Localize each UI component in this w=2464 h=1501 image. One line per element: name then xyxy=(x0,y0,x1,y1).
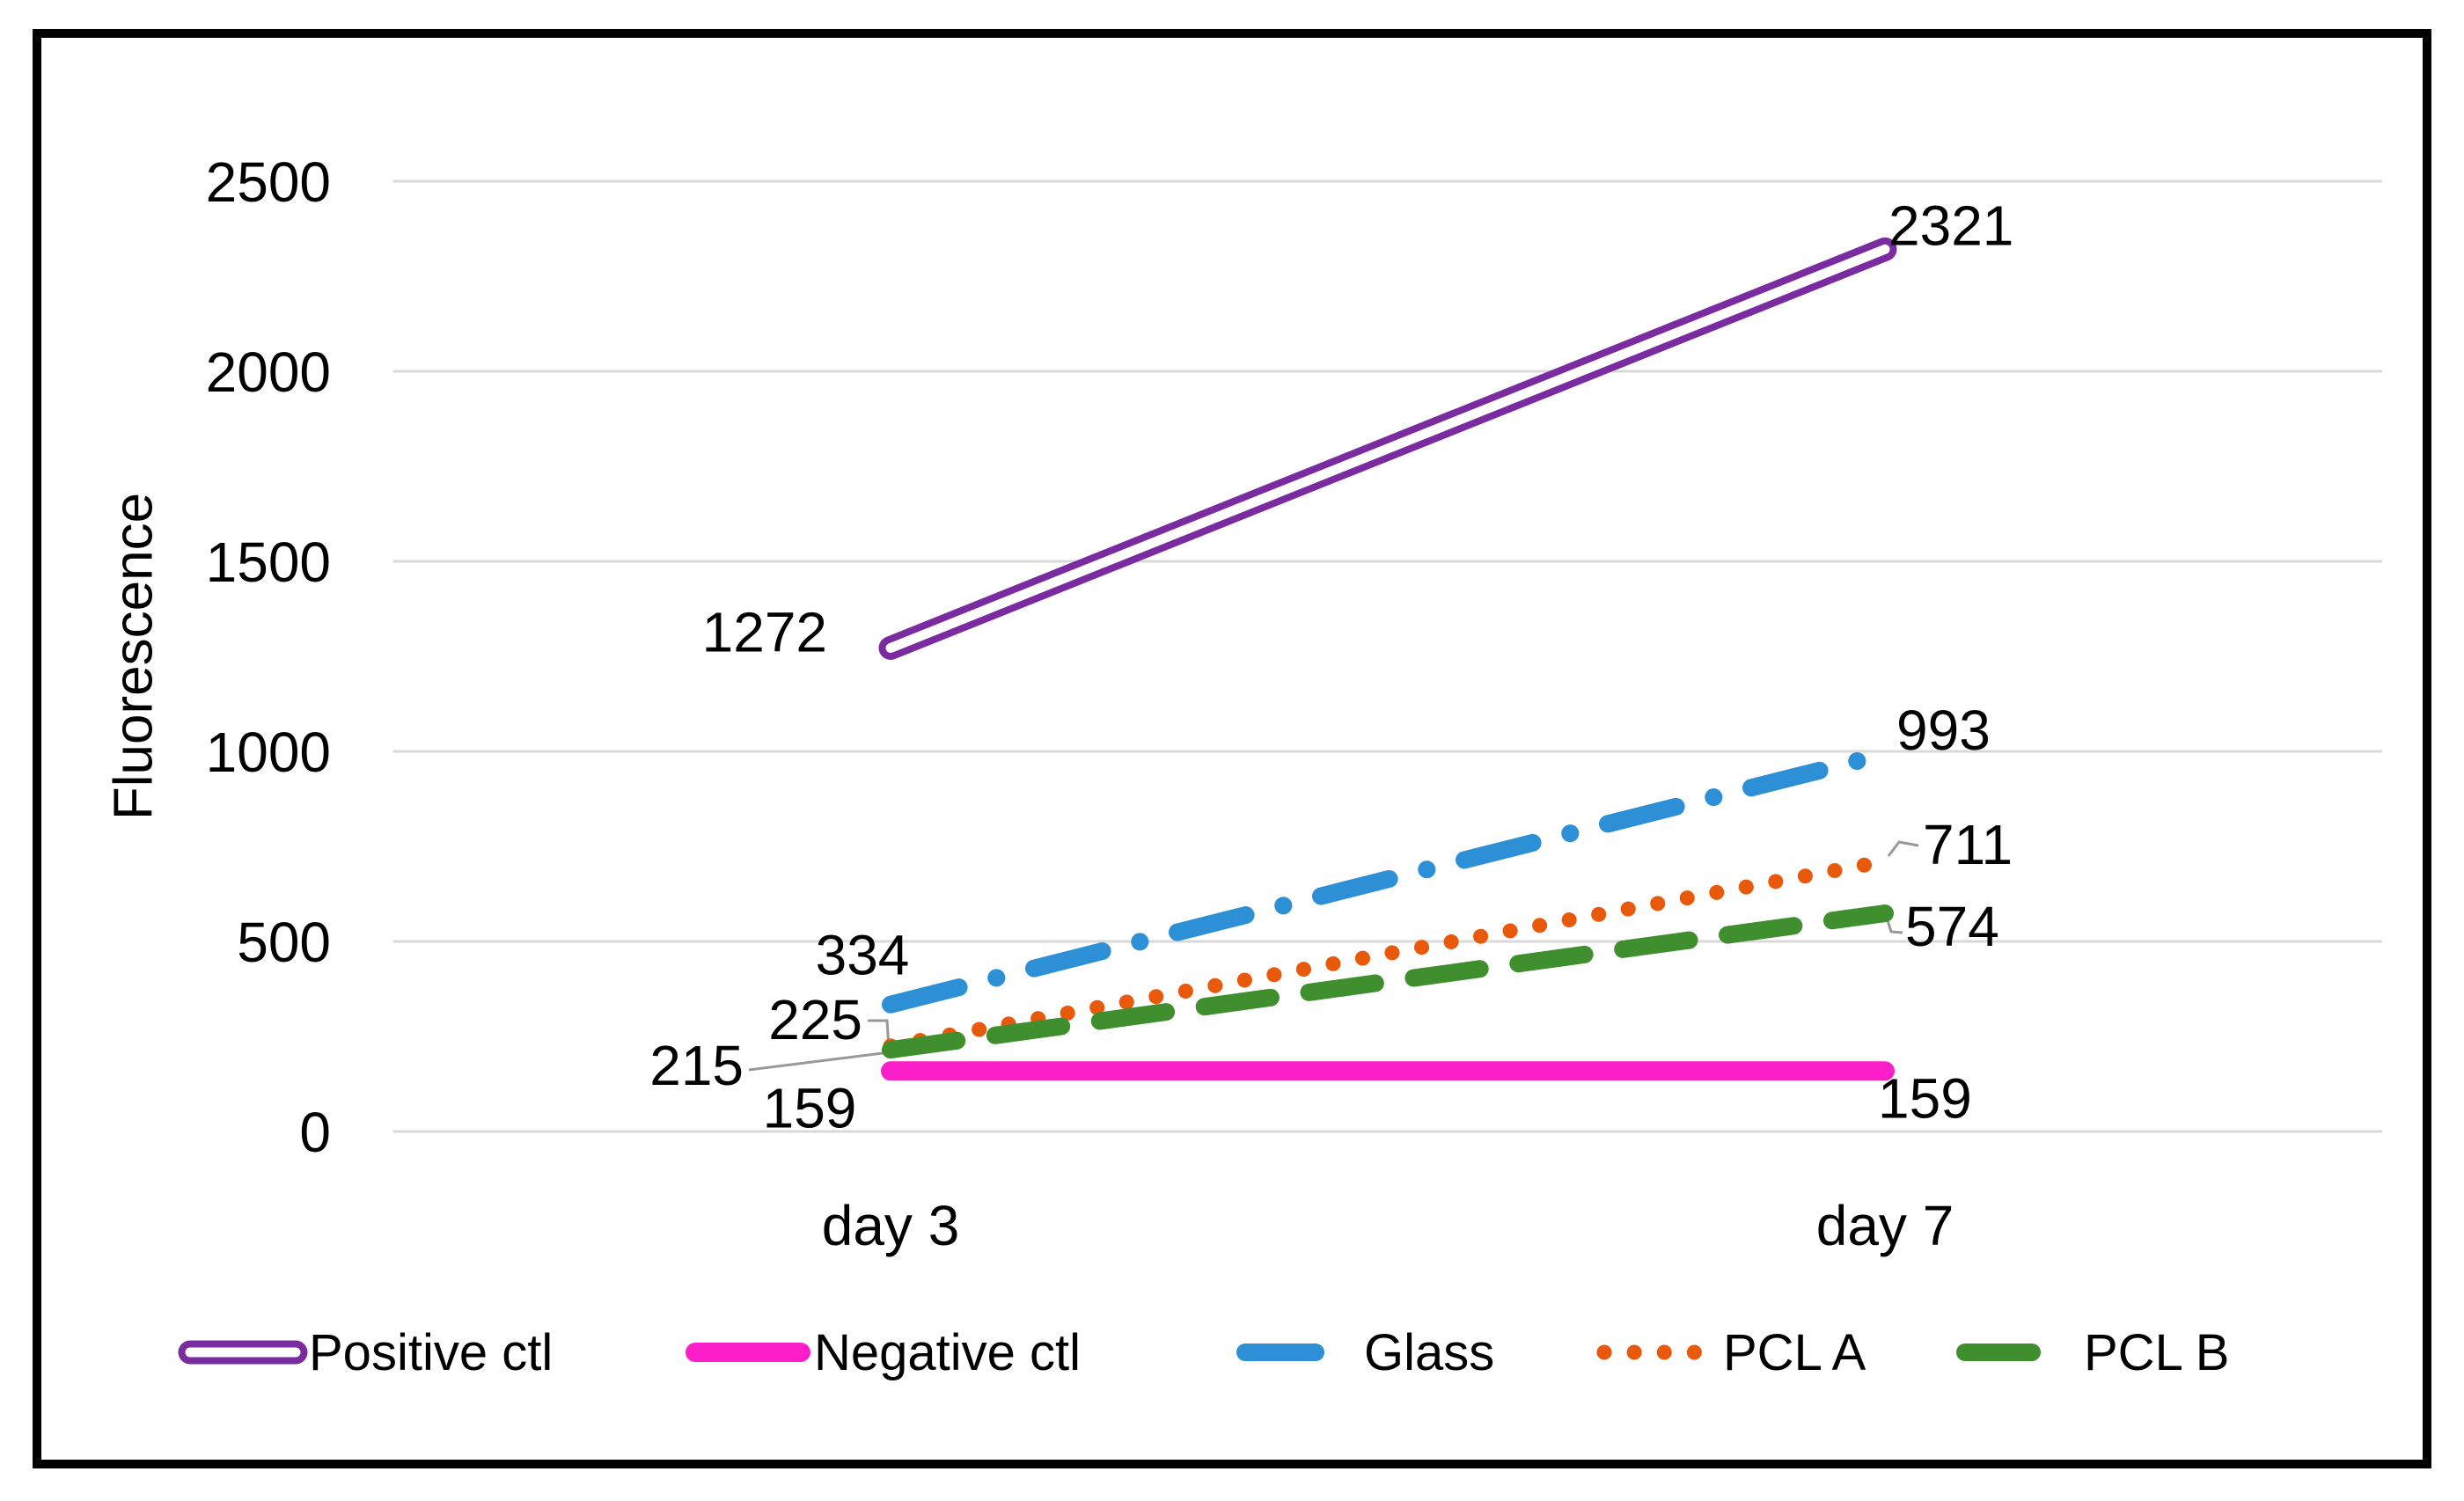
data-label-glass-0: 334 xyxy=(816,924,910,987)
y-tick-label: 1500 xyxy=(206,531,331,594)
data-label-glass-1: 993 xyxy=(1896,699,1991,762)
x-category-label: day 3 xyxy=(822,1194,960,1257)
leader-line xyxy=(1887,840,1919,857)
legend-label-negative-ctl: Negative ctl xyxy=(814,1324,1081,1381)
leader-line xyxy=(1885,917,1903,934)
data-label-negative-ctl-0: 159 xyxy=(763,1076,857,1139)
y-tick-label: 500 xyxy=(237,911,331,974)
series-line-pcl-a xyxy=(883,853,1893,1054)
y-tick-label: 2500 xyxy=(206,150,331,214)
data-label-positive-ctl-1: 2321 xyxy=(1888,194,2013,257)
legend-label-pcl-a: PCL A xyxy=(1723,1324,1866,1381)
data-label-negative-ctl-1: 159 xyxy=(1878,1066,1972,1130)
series-line-pcl-b xyxy=(882,904,1894,1059)
y-axis-title: Fluorescence xyxy=(103,492,165,821)
series-line-glass xyxy=(882,745,1894,1014)
figure-border xyxy=(33,29,2431,1468)
leader-line xyxy=(868,1019,891,1049)
data-label-positive-ctl-0: 1272 xyxy=(702,600,827,663)
data-label-pcl-a-1: 711 xyxy=(1923,813,2013,876)
data-label-pcl-b-1: 574 xyxy=(1905,895,1999,958)
y-tick-label: 1000 xyxy=(206,721,331,784)
y-tick-label: 2000 xyxy=(206,340,331,404)
legend-label-pcl-b: PCL B xyxy=(2084,1324,2229,1381)
data-label-pcl-b-0: 215 xyxy=(649,1034,744,1097)
leader-line xyxy=(748,1051,891,1072)
y-tick-label: 0 xyxy=(299,1101,331,1164)
legend-label-glass: Glass xyxy=(1364,1324,1494,1381)
x-category-label: day 7 xyxy=(1816,1194,1954,1257)
data-label-pcl-a-0: 225 xyxy=(768,988,862,1051)
legend-label-positive-ctl: Positive ctl xyxy=(309,1324,553,1381)
series-line-inner-positive-ctl xyxy=(885,244,1890,653)
